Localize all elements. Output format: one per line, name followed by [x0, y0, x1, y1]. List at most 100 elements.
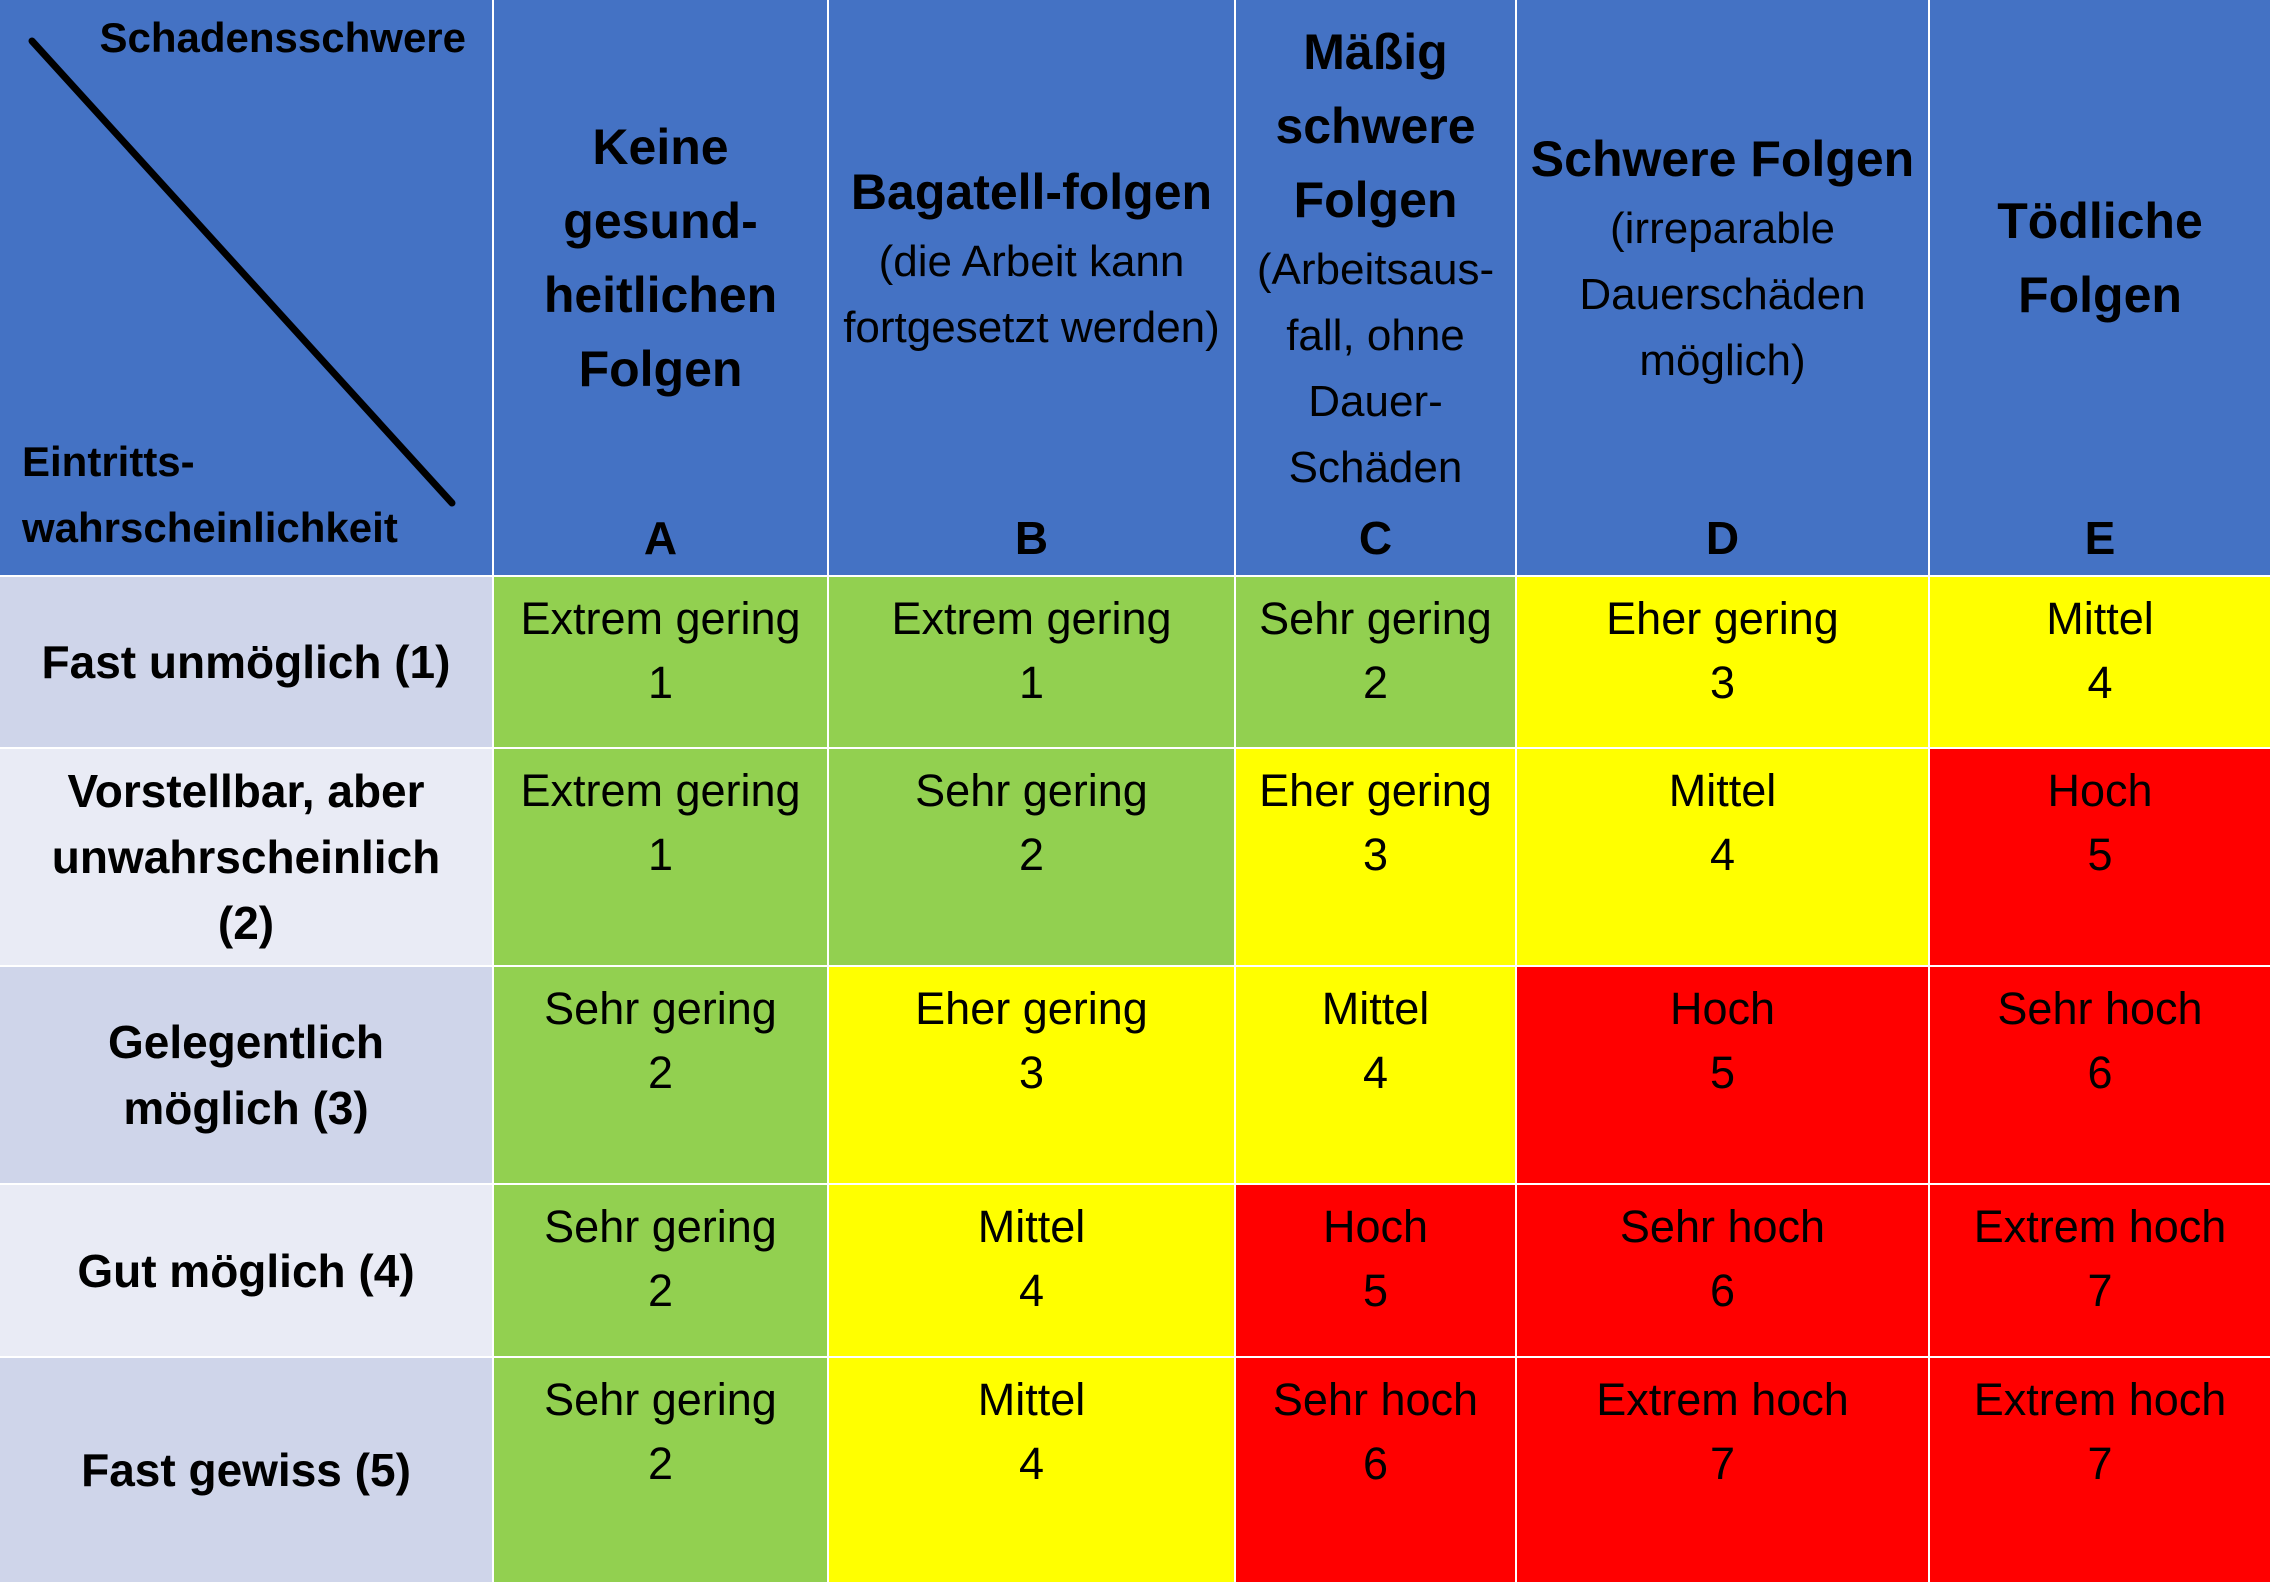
risk-level-text: Eher gering: [915, 983, 1148, 1034]
risk-level-value: 2: [1018, 829, 1045, 880]
risk-level-value: 3: [1018, 1047, 1045, 1098]
column-header-c: Mäßig schwere Folgen (Arbeitsaus-fall, oh…: [1236, 0, 1517, 577]
corner-cell: Schadensschwere Eintritts- wahrscheinlic…: [0, 0, 494, 577]
diagonal-line: [28, 37, 456, 507]
risk-cell: Eher gering 3: [1517, 577, 1930, 749]
row-header: Vorstellbar, aber unwahrscheinlich (2): [0, 749, 494, 967]
risk-cell: Hoch 5: [1517, 967, 1930, 1185]
risk-cell: Eher gering 3: [829, 967, 1236, 1185]
risk-level-value: 3: [1709, 657, 1736, 708]
risk-cell: Sehr gering 2: [494, 1358, 829, 1584]
risk-level-value: 4: [1709, 829, 1736, 880]
risk-level-text: Eher gering: [1259, 765, 1492, 816]
probability-axis-label: Eintritts- wahrscheinlichkeit: [22, 438, 398, 551]
risk-level-value: 6: [2087, 1047, 2113, 1098]
risk-cell: Extrem gering 1: [494, 577, 829, 749]
risk-level-value: 3: [1362, 829, 1389, 880]
risk-cell: Hoch 5: [1236, 1185, 1517, 1358]
risk-level-text: Extrem gering: [520, 765, 801, 816]
risk-level-value: 7: [2087, 1265, 2113, 1316]
risk-cell: Extrem gering 1: [829, 577, 1236, 749]
risk-cell: Mittel 4: [1517, 749, 1930, 967]
risk-cell: Extrem hoch 7: [1517, 1358, 1930, 1584]
row-header: Fast gewiss (5): [0, 1358, 494, 1584]
column-subtitle: (Arbeitsaus-fall, ohne Dauer-Schäden: [1256, 244, 1495, 492]
risk-cell: Extrem hoch 7: [1930, 1358, 2272, 1584]
risk-cell: Sehr hoch 6: [1236, 1358, 1517, 1584]
risk-cell: Sehr hoch 6: [1930, 967, 2272, 1185]
risk-cell: Sehr gering 2: [494, 967, 829, 1185]
column-header-a: Keine gesund-heitlichen Folgen A: [494, 0, 829, 577]
column-letter: C: [1358, 512, 1393, 564]
risk-level-value: 1: [647, 657, 674, 708]
column-subtitle: (irreparable Dauerschäden möglich): [1579, 203, 1866, 385]
column-title: Schwere Folgen: [1530, 130, 1915, 187]
risk-level-text: Sehr gering: [1259, 593, 1492, 644]
column-letter: A: [643, 512, 678, 564]
column-title: Mäßig schwere Folgen: [1275, 23, 1476, 228]
risk-level-value: 5: [1709, 1047, 1736, 1098]
risk-level-text: Sehr hoch: [1997, 983, 2203, 1034]
column-title: Bagatell-folgen: [850, 163, 1213, 220]
risk-level-text: Sehr hoch: [1272, 1374, 1479, 1425]
column-header-e: Tödliche Folgen E: [1930, 0, 2272, 577]
risk-level-text: Sehr gering: [544, 1201, 777, 1252]
risk-level-value: 2: [647, 1438, 674, 1489]
risk-level-text: Mittel: [977, 1201, 1086, 1252]
risk-level-value: 1: [647, 829, 674, 880]
risk-level-value: 4: [1362, 1047, 1389, 1098]
risk-cell: Hoch 5: [1930, 749, 2272, 967]
risk-level-value: 4: [1018, 1438, 1045, 1489]
risk-level-text: Mittel: [2046, 593, 2154, 644]
risk-level-text: Extrem gering: [891, 593, 1172, 644]
risk-cell: Sehr gering 2: [829, 749, 1236, 967]
column-letter: D: [1705, 512, 1740, 564]
risk-level-text: Hoch: [1322, 1201, 1429, 1252]
risk-level-value: 7: [2087, 1438, 2113, 1489]
risk-level-text: Mittel: [1668, 765, 1777, 816]
risk-level-text: Extrem hoch: [1973, 1374, 2227, 1425]
column-title: Keine gesund-heitlichen Folgen: [543, 118, 778, 397]
risk-cell: Sehr gering 2: [1236, 577, 1517, 749]
row-header: Gelegentlich möglich (3): [0, 967, 494, 1185]
risk-level-text: Extrem gering: [520, 593, 801, 644]
risk-cell: Mittel 4: [829, 1358, 1236, 1584]
risk-level-value: 4: [1018, 1265, 1045, 1316]
risk-level-text: Hoch: [1669, 983, 1776, 1034]
column-header-d: Schwere Folgen (irreparable Dauerschäden …: [1517, 0, 1930, 577]
risk-cell: Mittel 4: [1930, 577, 2272, 749]
risk-level-value: 5: [2087, 829, 2113, 880]
risk-cell: Extrem hoch 7: [1930, 1185, 2272, 1358]
risk-cell: Mittel 4: [829, 1185, 1236, 1358]
risk-level-text: Sehr gering: [544, 1374, 777, 1425]
row-header: Fast unmöglich (1): [0, 577, 494, 749]
risk-level-value: 4: [2087, 657, 2113, 708]
risk-cell: Extrem gering 1: [494, 749, 829, 967]
row-header: Gut möglich (4): [0, 1185, 494, 1358]
risk-level-text: Mittel: [977, 1374, 1086, 1425]
risk-level-value: 6: [1709, 1265, 1736, 1316]
column-letter: B: [1014, 512, 1049, 564]
risk-level-text: Eher gering: [1606, 593, 1839, 644]
risk-level-text: Extrem hoch: [1596, 1374, 1849, 1425]
severity-axis-label: Schadensschwere: [99, 14, 466, 61]
risk-level-value: 5: [1362, 1265, 1389, 1316]
risk-level-value: 2: [1362, 657, 1389, 708]
risk-level-value: 2: [647, 1047, 674, 1098]
risk-cell: Sehr hoch 6: [1517, 1185, 1930, 1358]
risk-level-text: Sehr hoch: [1619, 1201, 1826, 1252]
risk-level-text: Mittel: [1321, 983, 1430, 1034]
column-subtitle: (die Arbeit kann fortgesetzt werden): [843, 236, 1220, 352]
risk-level-value: 2: [647, 1265, 674, 1316]
risk-level-text: Extrem hoch: [1973, 1201, 2227, 1252]
risk-cell: Mittel 4: [1236, 967, 1517, 1185]
risk-level-value: 1: [1018, 657, 1045, 708]
column-title: Tödliche Folgen: [1997, 192, 2203, 323]
risk-level-value: 7: [1709, 1438, 1736, 1489]
risk-cell: Sehr gering 2: [494, 1185, 829, 1358]
risk-cell: Eher gering 3: [1236, 749, 1517, 967]
column-letter: E: [2084, 512, 2116, 564]
column-header-b: Bagatell-folgen (die Arbeit kann fortgese…: [829, 0, 1236, 577]
risk-level-value: 6: [1362, 1438, 1389, 1489]
